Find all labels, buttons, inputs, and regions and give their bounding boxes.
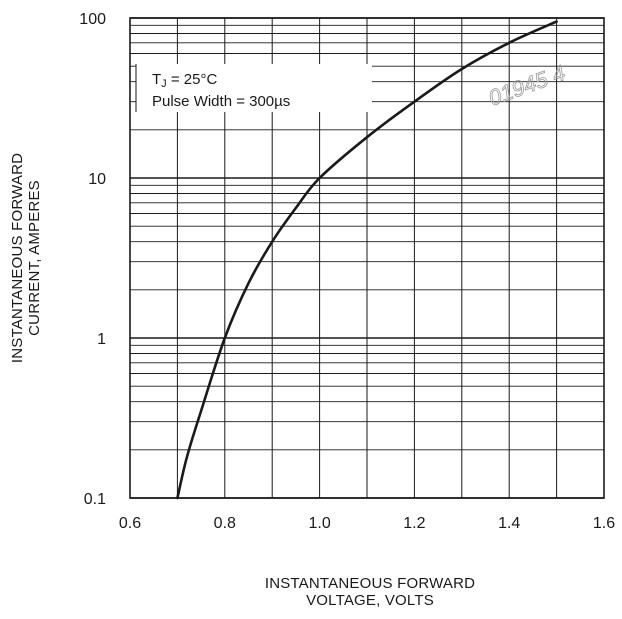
y-tick-label: 10 (88, 171, 106, 188)
x-tick-label: 1.2 (403, 515, 425, 532)
y-axis-title-line: INSTANTANEOUS FORWARD (9, 153, 26, 363)
y-tick-label: 1 (97, 331, 106, 348)
annotation-line-temperature: TJ = 25°C (152, 71, 217, 90)
series-line (176, 20, 558, 500)
x-tick-label: 1.4 (498, 515, 520, 532)
y-tick-label: 100 (79, 11, 106, 28)
plot-border (129, 17, 605, 499)
x-tick-label: 1.0 (308, 515, 330, 532)
y-tick-label: 0.1 (84, 491, 106, 508)
grid (130, 17, 604, 499)
x-tick-label: 0.6 (119, 515, 141, 532)
watermark-text: 01945 4 (485, 60, 568, 111)
watermark: 01945 4 (485, 60, 569, 111)
annotation-box: TJ = 25°C Pulse Width = 300µs (135, 64, 372, 112)
curve (176, 20, 558, 500)
x-tick-label: 1.6 (593, 515, 615, 532)
y-axis-title-line: CURRENT, AMPERES (26, 180, 43, 336)
x-axis-title-line: INSTANTANEOUS FORWARD (265, 575, 475, 592)
annotation-line-pulse-width: Pulse Width = 300µs (152, 93, 290, 110)
plot-frame (129, 17, 605, 499)
x-tick-label: 0.8 (214, 515, 236, 532)
annotation-background (136, 64, 372, 112)
x-axis-title-line: VOLTAGE, VOLTS (306, 592, 434, 609)
tick-labels: 0.6 0.8 1.0 1.2 1.4 1.6 0.1 1 10 100 (79, 11, 615, 532)
